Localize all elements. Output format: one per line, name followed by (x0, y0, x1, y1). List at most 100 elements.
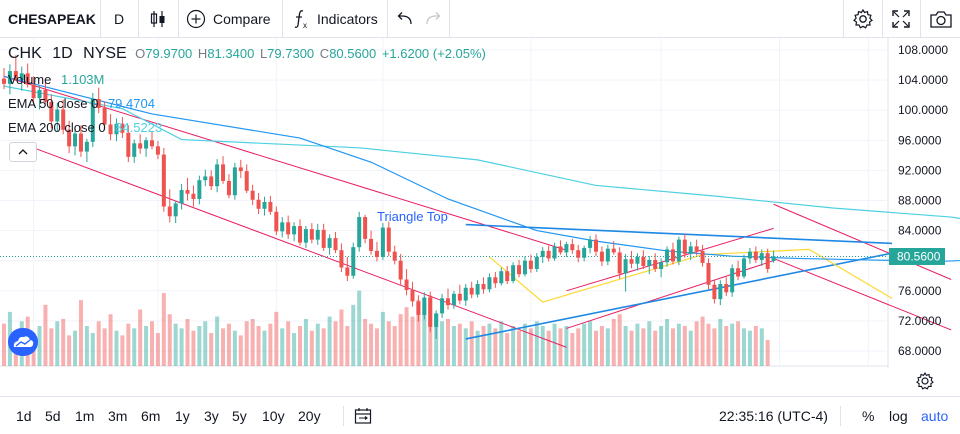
svg-text:x: x (303, 21, 307, 30)
triangle-top-label[interactable]: Triangle Top (377, 209, 448, 224)
low-label: L (259, 46, 268, 61)
candle-body (676, 239, 681, 262)
volume-bar (351, 304, 356, 366)
drawings (0, 75, 960, 348)
candle-body (120, 123, 125, 133)
price-chart[interactable]: 108.0000 104.0000 100.0000 96.0000 92.0000 88… (0, 38, 960, 368)
range-button-20y[interactable]: 20y (298, 407, 321, 424)
volume-bar (386, 321, 391, 366)
volume-bar (700, 316, 705, 366)
volume-bar (753, 326, 758, 366)
settings-button[interactable] (851, 0, 875, 38)
volume-bar (179, 328, 184, 366)
range-button-1m[interactable]: 1m (75, 407, 95, 424)
range-button-3m[interactable]: 3m (108, 407, 128, 424)
price-tick-label: 84.0000 (898, 224, 942, 238)
volume-bar (43, 304, 48, 366)
candle-body (736, 268, 741, 277)
log-toggle[interactable]: log (889, 397, 908, 434)
volume-bar (221, 328, 226, 366)
toolbar-divider (343, 406, 344, 426)
symbol-search[interactable]: CHESAPEAK (0, 0, 100, 38)
candle-body (209, 176, 214, 187)
volume-bar (499, 321, 504, 366)
volume-bar (611, 318, 616, 366)
clock-display[interactable]: 22:35:16 (UTC-4) (719, 397, 828, 434)
candle-body (712, 284, 717, 300)
volume-bar (333, 321, 338, 366)
volume-bar (120, 335, 125, 366)
date-range-button[interactable] (354, 397, 372, 434)
percent-toggle[interactable]: % (862, 397, 874, 434)
candle-body (528, 260, 533, 269)
volume-bar (392, 326, 397, 366)
volume-legend[interactable]: Volume 1.103M (8, 72, 104, 87)
percent-label: % (862, 407, 875, 424)
candle-body (599, 251, 604, 262)
volume-bar (286, 321, 291, 366)
volume-bar (144, 326, 149, 366)
redo-button[interactable] (422, 0, 444, 38)
range-button-1d[interactable]: 1d (16, 407, 32, 424)
candle-body (611, 248, 616, 253)
volume-bar (647, 321, 652, 366)
auto-toggle[interactable]: auto (921, 397, 948, 434)
range-button-10y[interactable]: 10y (262, 407, 285, 424)
range-button-1y[interactable]: 1y (175, 407, 190, 424)
candle-body (534, 256, 539, 269)
volume-bar (570, 333, 575, 366)
ema50-value: 79.4704 (107, 96, 155, 111)
candle-body (730, 268, 735, 293)
candle-body (321, 229, 326, 248)
candle-body (298, 226, 302, 243)
candle-body (2, 78, 6, 84)
candle-body (132, 143, 137, 157)
candle-body (369, 238, 374, 251)
ema50-legend[interactable]: EMA 50 close 0 79.4704 (8, 96, 155, 111)
axis-settings-button[interactable] (915, 371, 935, 391)
candle-body (629, 259, 634, 264)
volume-bar (469, 321, 474, 366)
logo-badge[interactable] (8, 328, 38, 356)
function-icon: x (294, 10, 307, 30)
volume-bar (90, 333, 95, 366)
candle-body (55, 109, 60, 122)
toolbar-divider (100, 0, 101, 38)
candle-body (605, 248, 610, 262)
candle-body (7, 71, 12, 84)
price-tick-label: 96.0000 (898, 133, 942, 147)
volume-bar (67, 335, 72, 366)
volume-bar (55, 321, 60, 366)
price-tick-label: 108.0000 (898, 43, 948, 57)
chart-style-button[interactable] (138, 0, 178, 38)
candle-body (641, 256, 646, 266)
range-button-3y[interactable]: 3y (204, 407, 219, 424)
interval-button[interactable]: D (100, 0, 138, 38)
legend-collapse-button[interactable] (9, 142, 37, 162)
undo-button[interactable] (394, 0, 416, 38)
range-button-6m[interactable]: 6m (141, 407, 161, 424)
toolbar-divider (840, 406, 841, 426)
candle-body (392, 251, 397, 261)
fullscreen-button[interactable] (889, 0, 913, 38)
volume-bar (309, 330, 314, 366)
volume-bar (742, 328, 746, 366)
volume-bar (576, 328, 581, 366)
candle-body (546, 250, 551, 259)
volume-bar (641, 328, 646, 366)
candle-body (588, 239, 593, 248)
indicators-button[interactable]: x Indicators (292, 0, 392, 38)
volume-bar (209, 333, 214, 366)
candle-body (446, 298, 450, 306)
candle-body (197, 180, 202, 199)
range-button-5d[interactable]: 5d (45, 407, 61, 424)
snapshot-button[interactable] (928, 0, 954, 38)
volume-bars (2, 290, 770, 366)
candle-body (303, 229, 308, 243)
volume-bar (369, 323, 374, 366)
ema200-legend[interactable]: EMA 200 close 0 84.5223 (8, 120, 162, 135)
compare-button[interactable]: Compare (186, 0, 282, 38)
range-button-5y[interactable]: 5y (232, 407, 247, 424)
volume-bar (274, 311, 279, 366)
candle-body (286, 222, 291, 235)
